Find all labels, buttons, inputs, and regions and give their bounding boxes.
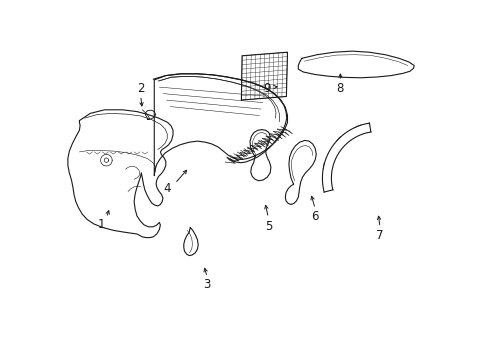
Text: 1: 1	[97, 219, 105, 231]
Text: 4: 4	[164, 183, 171, 195]
Text: 2: 2	[137, 82, 145, 95]
Text: 5: 5	[265, 220, 272, 233]
Text: 8: 8	[337, 82, 344, 95]
Text: 6: 6	[312, 210, 319, 222]
Text: 9: 9	[263, 82, 270, 95]
Text: 7: 7	[376, 229, 384, 242]
Text: 3: 3	[203, 278, 211, 291]
